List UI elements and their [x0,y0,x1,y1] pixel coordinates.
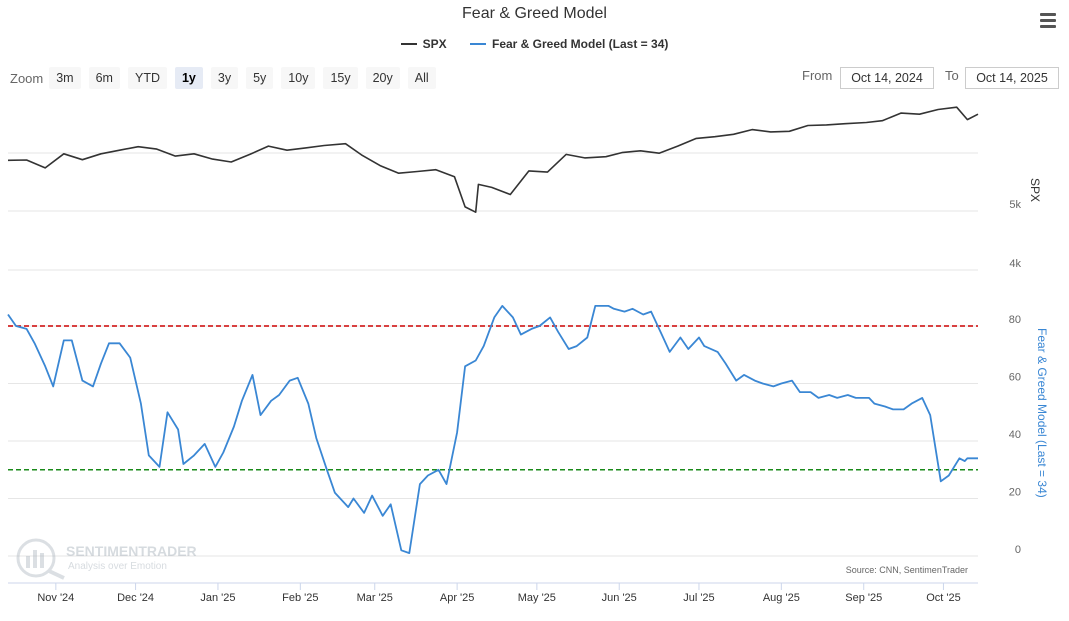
watermark-logo-bar-2 [33,550,37,568]
gridlines [8,152,978,557]
spx-tick-label: 5k [1009,199,1021,211]
y-axis-labels: 4k 5k 0 20 40 60 80 [1009,199,1022,556]
threshold-lines [8,325,978,471]
fear-greed-axis-title: Fear & Greed Model (Last = 34) [1035,328,1049,498]
zoom-button-all[interactable]: All [407,67,436,89]
zoom-button-6m[interactable]: 6m [88,67,120,89]
x-axis-label: Jun '25 [602,592,637,604]
x-axis-label: Sep '25 [845,592,882,604]
zoom-button-5y[interactable]: 5y [246,67,274,89]
fear-greed-tick-label: 0 [1015,544,1021,556]
from-date-input[interactable]: Oct 14, 2024 [840,67,934,89]
watermark-tagline: Analysis over Emotion [68,561,167,572]
x-axis-label: Apr '25 [440,592,475,604]
fear-greed-tick-label: 40 [1009,429,1021,441]
x-axis-label: Jan '25 [200,592,235,604]
x-axis-label: Mar '25 [357,592,393,604]
series-group [7,106,979,554]
hamburger-menu-icon[interactable] [1036,10,1060,30]
legend-label-spx: SPX [422,37,447,51]
x-axis-label: May '25 [518,592,556,604]
from-label: From [802,68,833,83]
watermark-logo-icon [16,538,56,578]
watermark-logo-bar-1 [26,556,30,568]
spx-tick-label: 4k [1009,258,1021,270]
x-axis-label: Dec '24 [117,592,154,604]
zoom-button-20y[interactable]: 20y [365,67,400,89]
x-axis-label: Nov '24 [37,592,74,604]
watermark-logo-bar-3 [40,553,44,568]
zoom-label: Zoom [10,70,44,86]
legend-swatch-spx [400,43,417,45]
fear-greed-tick-label: 60 [1009,372,1021,384]
legend-item-fear-greed[interactable]: Fear & Greed Model (Last = 34) [469,37,669,51]
source-note: Source: CNN, SentimenTrader [846,565,968,575]
legend-swatch-fear-greed [469,43,486,45]
x-axis-label: Feb '25 [282,592,318,604]
zoom-button-3y[interactable]: 3y [210,67,239,89]
zoom-button-3m[interactable]: 3m [49,67,81,89]
spx-axis-title: SPX [1028,178,1042,202]
x-axis-label: Aug '25 [763,592,800,604]
fear-greed-tick-label: 80 [1009,314,1021,326]
zoom-button-ytd[interactable]: YTD [127,67,167,89]
zoom-button-1y[interactable]: 1y [174,67,203,89]
legend-item-spx[interactable]: SPX [400,37,447,51]
zoom-button-10y[interactable]: 10y [281,67,316,89]
legend-label-fear-greed: Fear & Greed Model (Last = 34) [491,37,669,51]
chart-title: Fear & Greed Model [462,5,607,22]
zoom-button-15y[interactable]: 15y [323,67,358,89]
to-label: To [945,68,959,83]
x-axis-label: Oct '25 [926,592,961,604]
zoom-bar: Zoom 3m 6m YTD 1y 3y 5y 10y 15y 20y All [10,67,444,89]
fear-greed-series-line[interactable] [7,305,978,554]
spx-series-line[interactable] [7,106,979,213]
to-date-input[interactable]: Oct 14, 2025 [965,67,1059,89]
sentimentrader-watermark: SENTIMENTRADER Analysis over Emotion [16,538,197,580]
legend: SPX Fear & Greed Model (Last = 34) [0,34,1069,51]
x-axis: Nov '24 Dec '24 Jan '25 Feb '25 Mar '25 Apr '… [8,582,978,604]
watermark-logo-handle [48,569,65,580]
fear-greed-tick-label: 20 [1009,487,1021,499]
watermark-brand: SENTIMENTRADER [66,543,197,559]
x-axis-label: Jul '25 [683,592,714,604]
